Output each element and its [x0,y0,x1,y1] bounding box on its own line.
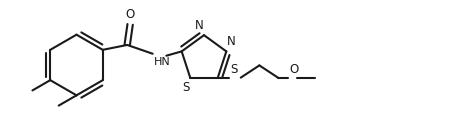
Text: O: O [289,63,298,76]
Text: O: O [125,8,135,21]
Text: N: N [227,35,236,48]
Text: HN: HN [154,57,171,67]
Text: N: N [195,19,204,32]
Text: S: S [183,81,190,94]
Text: S: S [230,63,237,76]
